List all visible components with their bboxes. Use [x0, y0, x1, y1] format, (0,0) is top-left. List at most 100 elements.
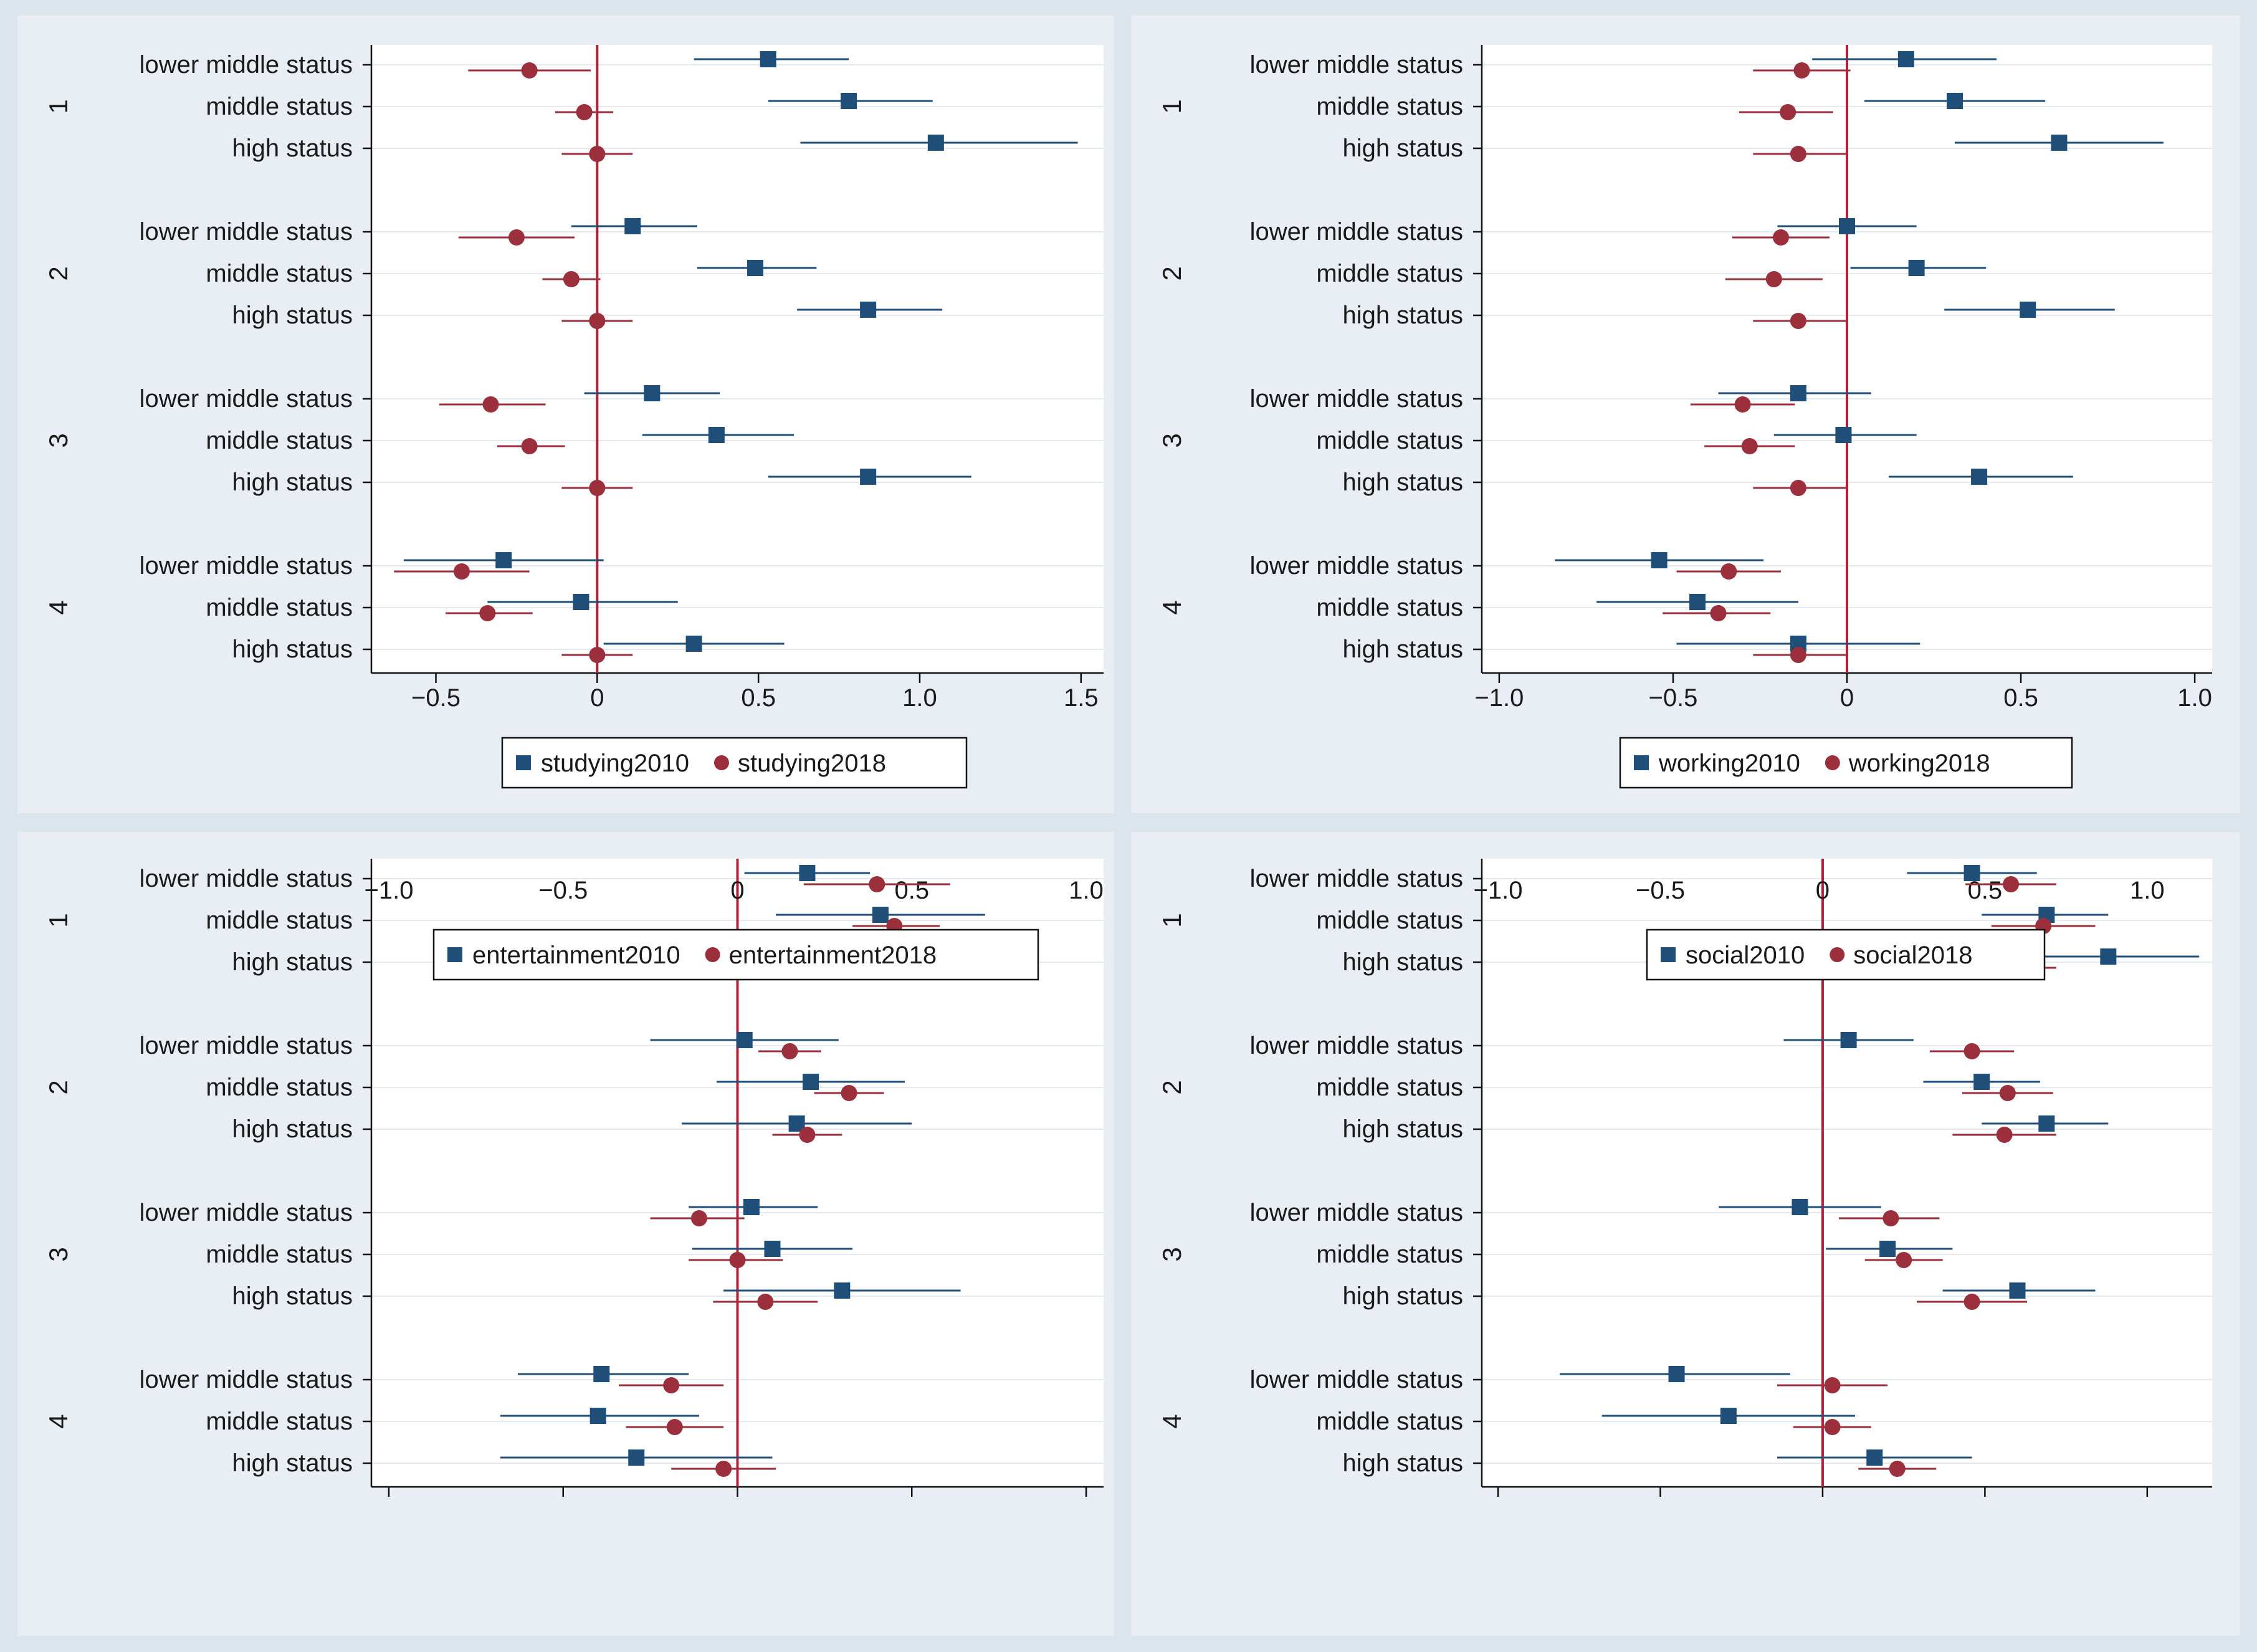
point-estimate-circle	[589, 647, 606, 663]
row-label: middle status	[206, 907, 353, 934]
row-label: lower middle status	[140, 1366, 353, 1393]
point-estimate-circle	[841, 1085, 857, 1101]
point-estimate-square	[747, 260, 763, 276]
point-estimate-circle	[1734, 396, 1751, 413]
row-label: high status	[232, 1449, 353, 1477]
row-label: high status	[232, 1282, 353, 1310]
legend-label: entertainment2018	[729, 942, 937, 969]
x-tick-label: −0.5	[1636, 877, 1685, 904]
point-estimate-square	[841, 93, 857, 109]
point-estimate-square	[927, 135, 944, 151]
point-estimate-square	[736, 1032, 753, 1048]
x-tick-label: 0.5	[2003, 684, 2038, 712]
point-estimate-square	[1973, 1074, 1990, 1090]
group-label: 1	[44, 99, 73, 113]
legend-box	[1646, 929, 2046, 981]
group-label: 1	[1157, 913, 1186, 927]
legend-square-marker	[1661, 947, 1676, 962]
point-estimate-square	[1947, 93, 1964, 109]
point-estimate-square	[743, 1199, 760, 1215]
legend-square-marker	[1634, 755, 1649, 770]
legend-label: entertainment2010	[472, 942, 680, 969]
x-tick-label: 0.5	[1968, 877, 2003, 904]
group-label: 2	[1157, 266, 1186, 280]
point-estimate-circle	[482, 396, 499, 413]
legend-label: working2018	[1848, 750, 1990, 777]
group-label: 4	[44, 1414, 73, 1428]
row-label: lower middle status	[140, 865, 353, 892]
panel-studying: lower middle status middle status high sta…	[17, 16, 1114, 813]
x-tick-label: 1.0	[2130, 877, 2165, 904]
point-estimate-circle	[690, 1210, 707, 1226]
point-estimate-circle	[663, 1377, 680, 1393]
point-estimate-circle	[1996, 1127, 2013, 1143]
point-estimate-square	[1689, 594, 1706, 610]
point-estimate-square	[2038, 1115, 2055, 1132]
panel-entertainment: lower middle status middle status high sta…	[17, 832, 1114, 1636]
row-label: middle status	[206, 427, 353, 454]
row-label: lower middle status	[1250, 1366, 1463, 1393]
x-tick-label: −1.0	[1474, 684, 1524, 712]
row-label: lower middle status	[1250, 1199, 1463, 1226]
legend-label: social2010	[1686, 942, 1805, 969]
plot-area	[371, 45, 1104, 673]
group-label: 1	[1157, 99, 1186, 113]
point-estimate-circle	[1964, 1043, 1980, 1059]
point-estimate-square	[2020, 302, 2036, 318]
legend-circle-marker	[1830, 947, 1845, 962]
point-estimate-square	[1651, 552, 1668, 568]
row-label: middle status	[1316, 1074, 1463, 1101]
point-estimate-circle	[589, 480, 606, 496]
point-estimate-square	[573, 594, 589, 610]
row-label: high status	[232, 135, 353, 162]
point-estimate-square	[1840, 1032, 1857, 1048]
row-label: lower middle status	[1250, 218, 1463, 246]
x-tick-label: 1.5	[1064, 684, 1099, 712]
row-label: high status	[1343, 1282, 1463, 1310]
point-estimate-circle	[869, 876, 885, 892]
point-estimate-circle	[715, 1461, 732, 1477]
row-label: lower middle status	[140, 385, 353, 413]
point-estimate-circle	[589, 313, 606, 329]
point-estimate-circle	[1964, 1294, 1980, 1310]
row-label: middle status	[206, 1074, 353, 1101]
row-label: high status	[1343, 1115, 1463, 1143]
x-tick-label: 0	[1840, 684, 1854, 712]
point-estimate-circle	[576, 104, 593, 120]
row-label: lower middle status	[1250, 51, 1463, 79]
point-estimate-square	[860, 302, 877, 318]
legend-box	[501, 737, 968, 789]
group-label: 4	[1157, 1414, 1186, 1428]
group-label: 3	[1157, 1247, 1186, 1261]
row-label: lower middle status	[140, 552, 353, 580]
legend-box	[432, 929, 1039, 981]
point-estimate-circle	[1882, 1210, 1899, 1226]
point-estimate-square	[589, 1408, 606, 1424]
group-label: 1	[44, 913, 73, 927]
point-estimate-square	[685, 636, 702, 652]
point-estimate-circle	[757, 1294, 774, 1310]
point-estimate-circle	[1790, 647, 1806, 663]
x-tick-label: 1.0	[1069, 877, 1104, 904]
group-label: 2	[1157, 1080, 1186, 1094]
row-label: lower middle status	[140, 1199, 353, 1226]
point-estimate-circle	[781, 1043, 798, 1059]
point-estimate-circle	[1790, 146, 1806, 162]
x-tick-label: −0.5	[538, 877, 588, 904]
point-estimate-circle	[1765, 271, 1782, 287]
point-estimate-square	[644, 385, 661, 401]
point-estimate-square	[2009, 1282, 2026, 1299]
row-label: high status	[1343, 1449, 1463, 1477]
point-estimate-square	[1839, 218, 1855, 234]
row-label: middle status	[206, 93, 353, 120]
point-estimate-circle	[1824, 1419, 1841, 1435]
point-estimate-square	[1792, 1199, 1808, 1215]
point-estimate-square	[1720, 1408, 1737, 1424]
x-tick-label: 0	[730, 877, 744, 904]
point-estimate-circle	[521, 438, 538, 454]
point-estimate-circle	[2003, 876, 2020, 892]
row-label: lower middle status	[1250, 385, 1463, 413]
point-estimate-square	[834, 1282, 851, 1299]
point-estimate-square	[1835, 427, 1852, 443]
